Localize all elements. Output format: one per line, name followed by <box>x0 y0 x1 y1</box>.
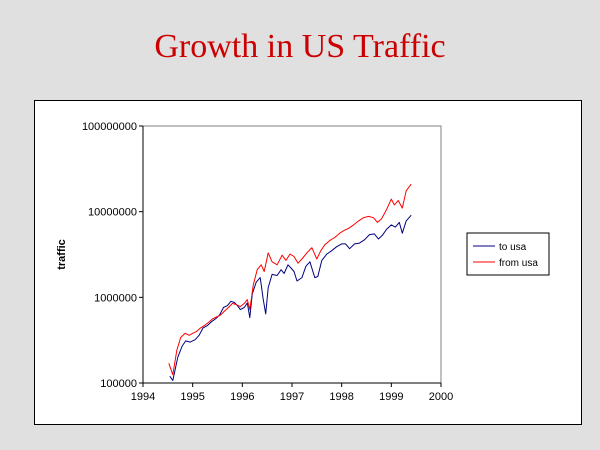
line-chart: 100000 1000000 10000000 100000000 1994 1995 19… <box>56 121 550 403</box>
series-group <box>168 183 412 381</box>
chart-panel: 100000 1000000 10000000 100000000 1994 1995 19… <box>34 100 582 425</box>
legend: to usa from usa <box>466 232 550 276</box>
plot-area-border <box>142 125 442 384</box>
x-tick-label: 1998 <box>329 391 353 403</box>
x-tick-label: 1994 <box>131 391 155 403</box>
legend-box <box>466 232 550 276</box>
x-tick-label: 1997 <box>280 391 304 403</box>
legend-entry-label: from usa <box>499 258 538 269</box>
x-tick-label: 2000 <box>429 391 453 403</box>
slide-title: Growth in US Traffic <box>154 28 446 65</box>
y-tick-label: 1000000 <box>94 292 137 304</box>
y-tick-label: 100000000 <box>82 121 137 133</box>
x-tick-label: 1995 <box>180 391 204 403</box>
x-tick-label: 1996 <box>230 391 254 403</box>
y-tick-label: 10000000 <box>88 207 137 219</box>
x-tick-label: 1999 <box>379 391 403 403</box>
legend-entry-label: to usa <box>499 242 527 253</box>
series-line-from-usa <box>168 183 412 376</box>
y-axis-label: traffic <box>56 239 68 270</box>
axes: 100000 1000000 10000000 100000000 1994 1995 19… <box>56 121 453 403</box>
y-tick-label: 100000 <box>100 378 137 390</box>
series-line-to-usa <box>169 214 412 381</box>
